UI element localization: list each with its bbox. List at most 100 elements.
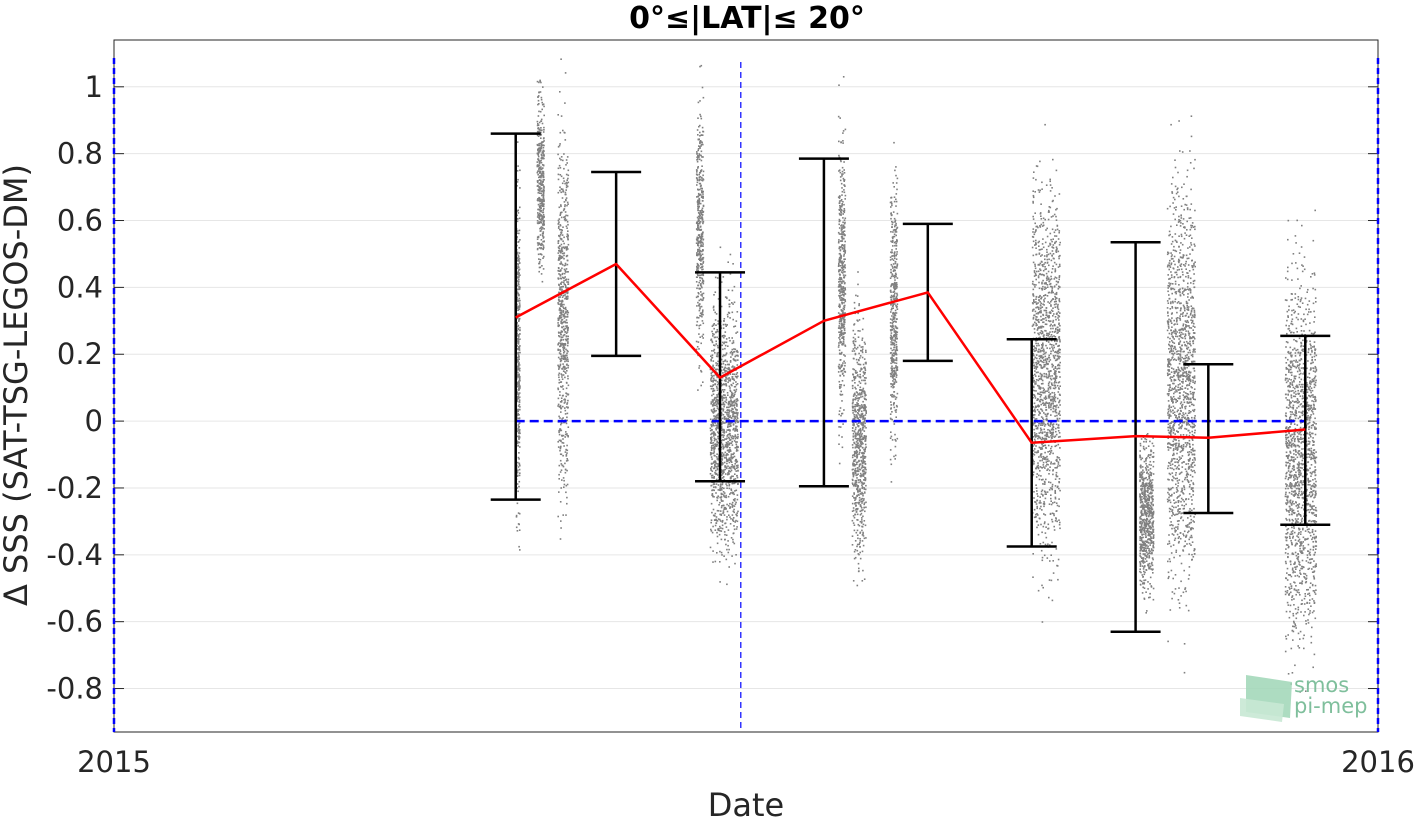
scatter-point xyxy=(540,174,543,176)
scatter-point xyxy=(844,282,846,284)
scatter-point xyxy=(700,228,703,231)
scatter-point xyxy=(565,339,568,342)
scatter-point xyxy=(859,468,862,471)
scatter-point xyxy=(712,380,714,382)
scatter-point xyxy=(734,348,737,351)
scatter-point xyxy=(838,202,841,204)
scatter-point xyxy=(567,342,569,345)
scatter-point xyxy=(710,453,712,455)
scatter-point xyxy=(842,288,844,290)
scatter-point xyxy=(841,301,843,304)
scatter-point xyxy=(542,179,545,181)
scatter-point xyxy=(699,221,702,223)
scatter-point xyxy=(536,134,539,137)
scatter-point xyxy=(864,471,867,474)
scatter-point xyxy=(732,373,734,375)
scatter-point xyxy=(537,135,540,137)
scatter-point xyxy=(728,459,730,461)
scatter-point xyxy=(564,401,566,403)
scatter-point xyxy=(857,283,859,286)
scatter-point xyxy=(563,208,565,210)
scatter-point xyxy=(724,411,727,413)
scatter-point xyxy=(696,156,698,159)
scatter-point xyxy=(842,238,845,240)
scatter-point xyxy=(843,219,846,221)
scatter-point xyxy=(852,483,854,486)
scatter-point xyxy=(727,453,729,456)
scatter-point xyxy=(710,521,712,524)
scatter-point xyxy=(890,294,893,297)
scatter-point xyxy=(861,519,863,521)
scatter-point xyxy=(852,421,854,424)
scatter-point xyxy=(542,197,545,199)
scatter-point xyxy=(854,398,857,401)
scatter-point xyxy=(709,418,712,421)
scatter-point xyxy=(730,399,732,401)
scatter-point xyxy=(737,446,739,449)
scatter-point xyxy=(720,470,723,473)
scatter-point xyxy=(516,483,519,485)
scatter-point xyxy=(722,431,724,433)
scatter-point xyxy=(720,411,723,414)
scatter-point xyxy=(517,392,519,394)
scatter-point xyxy=(865,377,867,379)
scatter-point xyxy=(558,273,560,275)
scatter-point xyxy=(725,370,728,372)
scatter-point xyxy=(700,143,703,146)
scatter-point xyxy=(561,342,563,345)
scatter-point xyxy=(735,373,738,376)
scatter-point xyxy=(560,344,562,346)
scatter-point xyxy=(517,341,520,343)
scatter-point xyxy=(842,225,845,227)
scatter-point xyxy=(895,381,898,383)
scatter-point xyxy=(724,468,726,471)
scatter-point xyxy=(844,267,846,269)
scatter-point xyxy=(698,304,700,307)
scatter-point xyxy=(863,471,865,473)
scatter-point xyxy=(735,445,738,448)
scatter-point xyxy=(560,445,562,448)
scatter-point xyxy=(892,383,895,385)
scatter-point xyxy=(700,244,702,246)
scatter-point xyxy=(864,382,867,385)
scatter-point xyxy=(560,205,562,208)
scatter-point xyxy=(839,426,842,428)
scatter-point xyxy=(517,428,519,430)
scatter-point xyxy=(543,126,545,129)
scatter-point xyxy=(536,165,539,168)
scatter-point xyxy=(699,312,702,315)
scatter-point xyxy=(843,294,845,296)
scatter-point xyxy=(854,409,857,411)
scatter-point xyxy=(720,455,723,458)
scatter-point xyxy=(838,325,840,327)
scatter-point xyxy=(890,206,892,208)
scatter-point xyxy=(567,248,569,250)
scatter-point xyxy=(732,408,734,410)
scatter-point xyxy=(564,306,567,309)
scatter-point xyxy=(563,279,565,282)
scatter-point xyxy=(733,493,735,496)
scatter-point xyxy=(565,431,567,433)
scatter-point xyxy=(698,365,701,367)
scatter-point xyxy=(566,162,568,164)
scatter-point xyxy=(891,307,893,310)
scatter-point xyxy=(861,391,863,394)
scatter-point xyxy=(557,178,560,181)
scatter-point xyxy=(724,496,726,498)
scatter-point xyxy=(841,365,843,367)
scatter-point xyxy=(719,510,722,512)
scatter-point xyxy=(859,520,862,523)
scatter-point xyxy=(516,383,519,385)
scatter-point xyxy=(863,455,866,458)
scatter-point xyxy=(737,469,739,472)
scatter-point xyxy=(862,424,864,426)
scatter-point xyxy=(564,376,566,379)
scatter-point xyxy=(893,406,896,409)
scatter-point xyxy=(1055,381,1058,384)
scatter-point xyxy=(516,435,519,438)
scatter-point xyxy=(700,245,702,248)
scatter-point xyxy=(841,194,843,196)
scatter-point xyxy=(712,418,714,421)
scatter-point xyxy=(860,393,862,396)
scatter-point xyxy=(559,263,561,265)
